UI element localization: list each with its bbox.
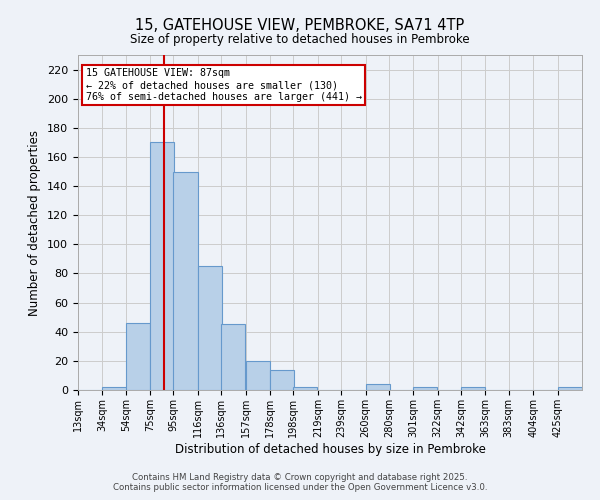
Bar bbox=[293, 387, 317, 390]
Text: 15, GATEHOUSE VIEW, PEMBROKE, SA71 4TP: 15, GATEHOUSE VIEW, PEMBROKE, SA71 4TP bbox=[136, 18, 464, 32]
X-axis label: Distribution of detached houses by size in Pembroke: Distribution of detached houses by size … bbox=[175, 442, 485, 456]
Bar bbox=[245, 361, 270, 390]
Bar bbox=[173, 172, 197, 390]
Bar bbox=[557, 387, 581, 390]
Text: Contains HM Land Registry data © Crown copyright and database right 2025.
Contai: Contains HM Land Registry data © Crown c… bbox=[113, 473, 487, 492]
Text: Size of property relative to detached houses in Pembroke: Size of property relative to detached ho… bbox=[130, 32, 470, 46]
Bar bbox=[150, 142, 174, 390]
Y-axis label: Number of detached properties: Number of detached properties bbox=[28, 130, 41, 316]
Bar bbox=[365, 384, 389, 390]
Bar bbox=[103, 387, 127, 390]
Bar bbox=[198, 266, 222, 390]
Bar bbox=[413, 387, 437, 390]
Bar bbox=[461, 387, 485, 390]
Bar bbox=[221, 324, 245, 390]
Bar bbox=[270, 370, 294, 390]
Text: 15 GATEHOUSE VIEW: 87sqm
← 22% of detached houses are smaller (130)
76% of semi-: 15 GATEHOUSE VIEW: 87sqm ← 22% of detach… bbox=[86, 68, 362, 102]
Bar bbox=[126, 323, 150, 390]
